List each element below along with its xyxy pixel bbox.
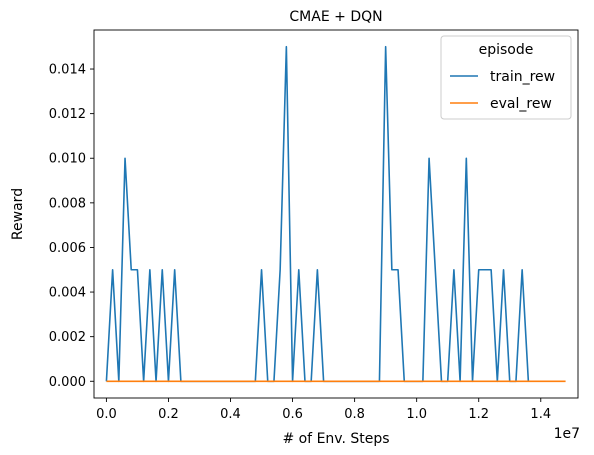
series-layer: [105, 45, 566, 383]
legend: episode train_rew eval_rew: [440, 35, 572, 120]
x-tick-label: 0.6: [282, 407, 303, 422]
legend-title: episode: [479, 42, 534, 58]
legend-label-eval-rew: eval_rew: [490, 96, 552, 112]
x-tick-label: 0.8: [344, 407, 365, 422]
x-tick-label: 1.2: [468, 407, 489, 422]
y-tick-label: 0.008: [49, 196, 86, 211]
legend-label-train-rew: train_rew: [490, 69, 555, 85]
y-tick-label: 0.014: [49, 63, 86, 78]
y-tick-label: 0.006: [49, 241, 86, 256]
x-tick-label: 0.4: [220, 407, 241, 422]
chart-title: CMAE + DQN: [289, 9, 382, 25]
x-tick-label: 0.2: [158, 407, 179, 422]
y-tick-label: 0.012: [49, 107, 86, 122]
x-tick-label: 1.0: [406, 407, 427, 422]
y-tick-label: 0.000: [49, 375, 86, 390]
x-axis-offset-label: 1e7: [554, 426, 580, 442]
x-tick-label: 0.0: [96, 407, 117, 422]
series-line-train-rew: [105, 45, 530, 383]
y-tick-label: 0.002: [49, 330, 86, 345]
x-axis-label: # of Env. Steps: [282, 431, 389, 447]
plot-frame: [93, 29, 579, 399]
x-axis-ticks: 0.0 0.2 0.4 0.6 0.8 1.0 1.2 1.4: [96, 398, 551, 422]
x-tick-label: 1.4: [530, 407, 551, 422]
y-tick-label: 0.010: [49, 152, 86, 167]
y-axis-ticks: 0.000 0.002 0.004 0.006 0.008 0.010 0.012 0.014: [49, 63, 94, 390]
y-axis-label: Reward: [10, 188, 26, 240]
y-tick-label: 0.004: [49, 286, 86, 301]
legend-box: [440, 35, 572, 120]
